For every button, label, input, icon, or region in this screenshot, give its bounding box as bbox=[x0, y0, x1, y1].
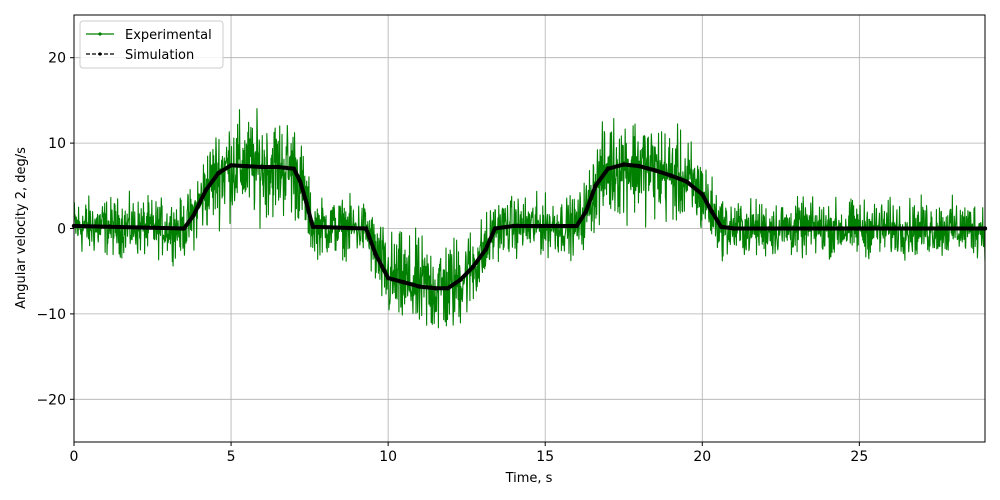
simulation-point bbox=[216, 170, 221, 176]
legend-label-experimental: Experimental bbox=[125, 28, 212, 43]
x-tick-label: 10 bbox=[379, 449, 397, 465]
simulation-point bbox=[470, 264, 476, 270]
legend-label-simulation: Simulation bbox=[125, 48, 194, 63]
simulation-point bbox=[857, 226, 862, 231]
simulation-point bbox=[297, 179, 303, 184]
simulation-point bbox=[483, 247, 488, 253]
simulation-point bbox=[605, 166, 611, 171]
simulation-point bbox=[684, 179, 689, 184]
x-tick-label: 0 bbox=[70, 449, 79, 465]
x-tick-label: 15 bbox=[536, 449, 554, 465]
y-tick-label: 0 bbox=[57, 222, 66, 238]
y-tick-label: −10 bbox=[36, 307, 66, 323]
y-axis-label: Angular velocity 2, deg/s bbox=[14, 147, 29, 309]
simulation-point bbox=[363, 226, 369, 231]
simulation-point bbox=[310, 224, 315, 229]
simulation-point bbox=[181, 226, 187, 231]
simulation-point bbox=[304, 200, 309, 206]
series-experimental-line bbox=[73, 108, 986, 329]
y-tick-label: 10 bbox=[48, 136, 66, 152]
legend-box bbox=[79, 20, 224, 69]
simulation-point bbox=[445, 286, 451, 291]
simulation-point bbox=[543, 223, 548, 229]
series-simulation-line bbox=[72, 162, 987, 291]
simulation-point bbox=[244, 163, 249, 169]
simulation-point bbox=[621, 162, 626, 167]
ticks: 0 5 10 15 20 25 −20 −10 0 10 20 bbox=[36, 51, 868, 465]
simulation-point bbox=[373, 251, 378, 257]
simulation-point bbox=[291, 166, 297, 171]
simulation-point bbox=[652, 168, 658, 173]
simulation-point bbox=[385, 275, 391, 281]
legend-marker-simulation bbox=[98, 52, 102, 56]
series-layer bbox=[71, 108, 988, 329]
simulation-point bbox=[593, 183, 598, 188]
simulation-point bbox=[433, 286, 438, 291]
simulation-point bbox=[228, 163, 234, 168]
simulation-point bbox=[583, 209, 589, 214]
simulation-point bbox=[637, 163, 642, 169]
x-tick-label: 20 bbox=[693, 449, 711, 465]
simulation-point bbox=[275, 164, 281, 170]
y-tick-label: 20 bbox=[48, 51, 66, 67]
simulation-point bbox=[401, 280, 407, 285]
simulation-point bbox=[668, 173, 674, 178]
x-tick-label: 25 bbox=[850, 449, 868, 465]
simulation-point bbox=[203, 187, 209, 193]
simulation-point bbox=[417, 284, 422, 289]
legend: Experimental Simulation bbox=[79, 20, 224, 69]
simulation-point bbox=[709, 209, 714, 214]
x-axis-label: Time, s bbox=[505, 471, 553, 486]
simulation-point bbox=[260, 164, 265, 170]
legend-marker-experimental bbox=[98, 32, 102, 36]
simulation-point bbox=[191, 213, 196, 218]
simulation-point bbox=[492, 226, 498, 231]
simulation-point bbox=[731, 226, 736, 231]
simulation-point bbox=[458, 277, 463, 282]
simulation-point bbox=[700, 192, 705, 197]
x-tick-label: 5 bbox=[227, 449, 236, 465]
simulation-point bbox=[718, 224, 724, 229]
simulation-point bbox=[574, 223, 579, 229]
y-tick-label: −20 bbox=[36, 392, 66, 408]
simulation-point bbox=[511, 223, 516, 229]
